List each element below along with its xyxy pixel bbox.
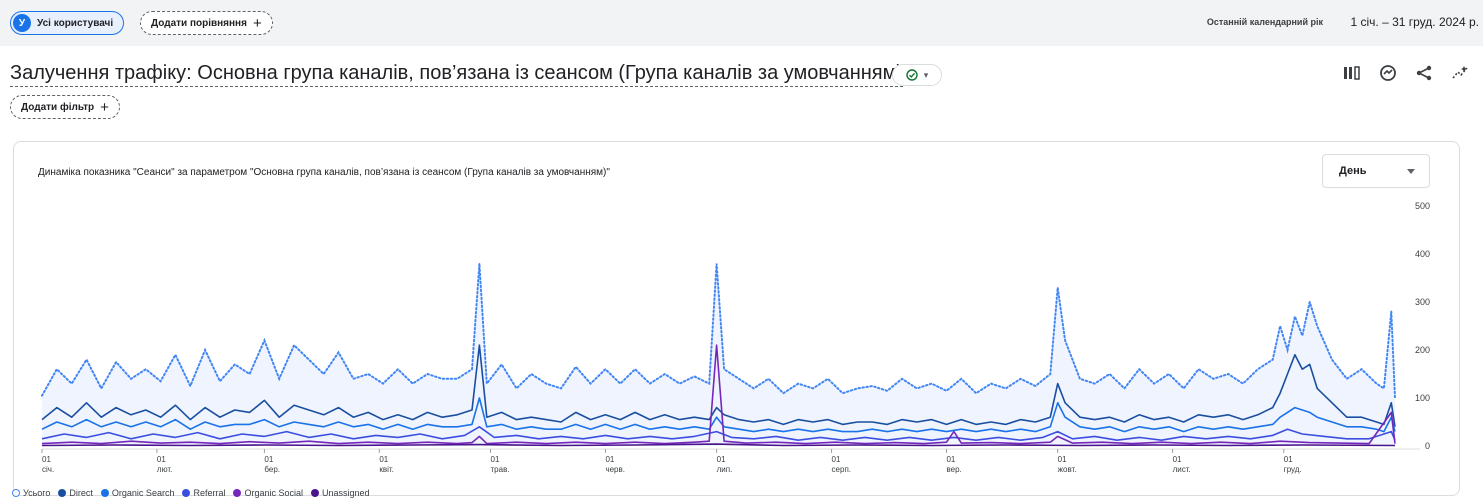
x-tick-label: 01 <box>1284 455 1293 464</box>
date-preset-label[interactable]: Останній календарний рік <box>1206 17 1323 27</box>
report-toolbar <box>1341 62 1471 84</box>
legend-item[interactable]: Усього <box>12 488 50 498</box>
add-filter-button[interactable]: Додати фільтр + <box>10 95 120 119</box>
insights-icon[interactable] <box>1377 62 1399 84</box>
legend-dot-icon <box>311 489 319 497</box>
report-status-button[interactable]: ▾ <box>892 64 942 86</box>
y-tick-label: 0 <box>1425 441 1430 451</box>
add-comparison-label: Додати порівняння <box>151 17 247 29</box>
x-tick-label: 01 <box>157 455 166 464</box>
legend-dot-icon <box>233 489 242 497</box>
series-line-Referral <box>41 425 1396 442</box>
legend-label: Organic Social <box>244 488 303 498</box>
series-line-Усього <box>41 263 1396 399</box>
x-tick-label: 01 <box>946 455 955 464</box>
y-tick-label: 400 <box>1415 249 1430 259</box>
legend-item[interactable]: Organic Search <box>100 488 175 498</box>
legend-item[interactable]: Direct <box>58 488 93 498</box>
compare-icon[interactable] <box>1341 62 1363 84</box>
legend-label: Direct <box>69 488 93 498</box>
series-line-Organic Social <box>41 344 1396 445</box>
x-tick-label: лип. <box>717 465 733 474</box>
legend-item[interactable]: Unassigned <box>311 488 370 498</box>
series-line-Unassigned <box>41 443 1396 447</box>
date-range[interactable]: 1 січ. – 31 груд. 2024 р. <box>1350 15 1479 29</box>
add-filter-label: Додати фільтр <box>21 101 95 113</box>
segment-chip[interactable]: У Усі користувачі <box>10 11 125 35</box>
x-tick-label: квіт. <box>379 465 394 474</box>
share-icon[interactable] <box>1413 62 1435 84</box>
y-tick-label: 300 <box>1415 297 1430 307</box>
page-title[interactable]: Залучення трафіку: Основна група каналів… <box>10 62 904 87</box>
x-tick-label: 01 <box>717 455 726 464</box>
x-tick-label: бер. <box>264 465 280 474</box>
x-tick-label: трав. <box>491 465 510 474</box>
legend-label: Усього <box>23 488 51 498</box>
x-tick-label: жовт. <box>1058 465 1077 474</box>
x-tick-label: серп. <box>832 465 851 474</box>
x-tick-label: 01 <box>1058 455 1067 464</box>
granularity-select[interactable]: День <box>1322 154 1430 188</box>
trend-icon[interactable] <box>1449 62 1471 84</box>
legend-dot-icon <box>58 489 67 497</box>
plus-icon: + <box>252 14 262 32</box>
chart-legend: Усього Direct Organic Search Referral Organi… <box>12 488 370 498</box>
x-tick-label: лют. <box>157 465 173 474</box>
series-line-Organic Search <box>41 397 1396 433</box>
x-tick-label: 01 <box>605 455 614 464</box>
legend-label: Organic Search <box>111 488 175 498</box>
segment-label: Усі користувачі <box>37 17 114 29</box>
legend-label: Unassigned <box>322 488 370 498</box>
legend-dot-icon <box>100 489 109 497</box>
x-tick-label: 01 <box>42 455 51 464</box>
x-tick-label: 01 <box>264 455 273 464</box>
y-tick-label: 200 <box>1415 345 1430 355</box>
granularity-value: День <box>1339 165 1367 177</box>
legend-item[interactable]: Organic Social <box>233 488 303 498</box>
x-tick-label: черв. <box>605 465 625 474</box>
legend-item[interactable]: Referral <box>182 488 225 498</box>
check-circle-icon <box>906 69 918 81</box>
chevron-down-icon: ▾ <box>923 69 929 80</box>
x-tick-label: лист. <box>1173 465 1191 474</box>
legend-dot-icon <box>182 489 191 497</box>
segment-avatar: У <box>13 14 31 32</box>
x-tick-label: 01 <box>832 455 841 464</box>
x-tick-label: 01 <box>491 455 500 464</box>
series-line-Direct <box>41 344 1396 427</box>
x-tick-label: вер. <box>946 465 961 474</box>
chevron-down-icon <box>1407 168 1415 174</box>
plus-icon: + <box>100 98 109 116</box>
y-tick-label: 100 <box>1415 393 1430 403</box>
x-tick-label: 01 <box>1173 455 1182 464</box>
x-tick-label: груд. <box>1284 465 1302 474</box>
x-tick-label: січ. <box>42 465 54 474</box>
x-tick-label: 01 <box>379 455 388 464</box>
chart-title: Динаміка показника "Сеанси" за параметро… <box>38 167 610 178</box>
legend-label: Referral <box>193 488 226 498</box>
add-comparison-button[interactable]: Додати порівняння + <box>140 11 273 35</box>
legend-dot-icon <box>12 489 20 497</box>
y-tick-label: 500 <box>1415 201 1430 211</box>
